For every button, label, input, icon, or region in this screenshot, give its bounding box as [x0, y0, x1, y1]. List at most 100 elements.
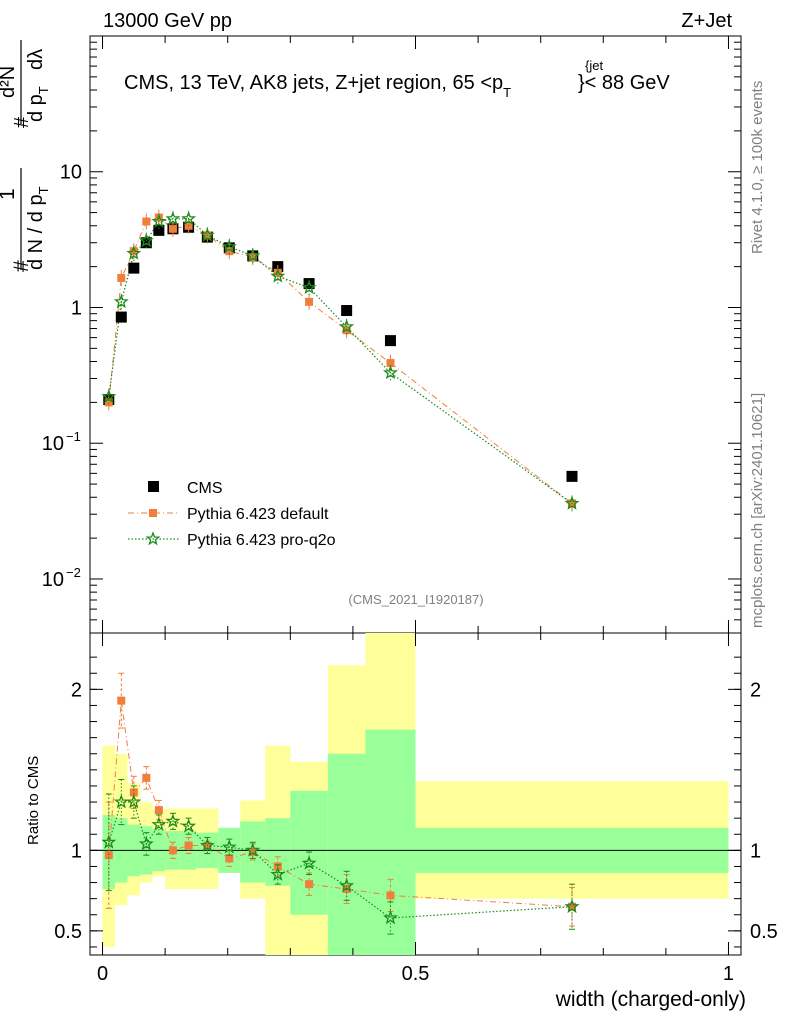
ratio-default-point — [225, 854, 234, 863]
y-tick-label: 10 — [42, 569, 64, 591]
default-point — [305, 297, 314, 306]
cms-point — [341, 305, 353, 317]
proq2o-point — [126, 245, 142, 260]
svg-text:#: # — [11, 116, 33, 128]
legend-cms-marker — [148, 481, 159, 492]
ratio-default-point — [154, 806, 163, 815]
ratio-uncertainty-bands — [102, 633, 729, 955]
legend-default-marker — [149, 509, 157, 517]
chart-title-superscript: {jet — [585, 58, 603, 73]
proq2o-point — [221, 238, 237, 254]
ratio-default-point — [142, 773, 151, 782]
ratio-y-tick-label-right: 1 — [750, 840, 761, 862]
ratio-proq2o-point — [383, 910, 398, 925]
x-axis-label: width (charged-only) — [555, 988, 746, 1011]
ratio-default-point — [104, 851, 113, 860]
ratio-proq2o-point — [339, 877, 355, 893]
ratio-default-point — [184, 841, 193, 850]
ratio-proq2o-point — [221, 839, 237, 854]
ratio-y-axis-label: Ratio to CMS — [25, 756, 42, 845]
ratio-y-tick-label-right: 2 — [750, 679, 761, 701]
ratio-proq2o-point — [270, 866, 286, 881]
proq2o-point — [165, 210, 181, 226]
cms-point — [566, 470, 578, 482]
y-tick-label: 10 — [42, 433, 64, 455]
default-point — [386, 359, 395, 368]
proq2o-point — [138, 232, 154, 248]
proq2o-point — [383, 365, 398, 380]
ratio-y-tick-label: 1 — [71, 840, 82, 862]
proq2o-point — [564, 495, 580, 510]
svg-text:d²N: d²N — [0, 66, 19, 98]
legend-cms-label: CMS — [187, 480, 223, 497]
y-tick-label: 10 — [60, 162, 82, 184]
header-process: Z+Jet — [681, 10, 732, 32]
svg-text:1: 1 — [0, 188, 19, 200]
analysis-tag: (CMS_2021_I1920187) — [348, 592, 483, 607]
proq2o-point — [339, 319, 355, 334]
y-tick-label: 1 — [71, 297, 82, 319]
cms-point — [153, 224, 165, 236]
chart-title: CMS, 13 TeV, AK8 jets, Z+jet region, 65 … — [124, 72, 511, 100]
y-tick-exponent: −1 — [66, 429, 81, 444]
default-point — [225, 247, 234, 256]
legend-default-label: Pythia 6.423 default — [187, 506, 329, 523]
legend-proq2o-marker — [145, 531, 161, 546]
ratio-default-point — [567, 902, 576, 911]
default-point — [129, 247, 138, 256]
svg-text:d pT: d pT — [25, 86, 51, 122]
legend-proq2o-label: Pythia 6.423 pro-q2o — [187, 532, 336, 549]
default-point — [142, 217, 151, 226]
default-point — [117, 273, 126, 282]
ratio-proq2o-point — [564, 898, 580, 914]
ratio-default-point — [386, 891, 395, 900]
proq2o-point — [101, 388, 117, 404]
proq2o-point — [301, 279, 317, 294]
ratio-default-point — [117, 696, 126, 705]
proq2o-point — [181, 210, 197, 226]
ratio-proq2o-point — [151, 816, 167, 831]
default-point — [104, 398, 113, 407]
ratio-proq2o-point — [138, 835, 154, 851]
ratio-proq2o-point — [113, 794, 129, 809]
proq2o-point — [245, 248, 261, 263]
default-line — [108, 216, 573, 504]
y-axis-label: # 1 d N / d pT # d²N d pT dλ — [0, 40, 51, 272]
ratio-proq2o-point — [199, 837, 215, 852]
main-series — [101, 209, 580, 512]
x-tick-label: 0.5 — [402, 963, 430, 985]
ratio-default-point — [168, 846, 177, 855]
ratio-default-point — [248, 847, 257, 856]
proq2o-point — [199, 227, 215, 242]
cms-point — [384, 335, 396, 347]
legend-star-shape — [145, 531, 161, 546]
ratio-proq2o-point — [181, 818, 197, 833]
default-point — [248, 253, 257, 262]
ratio-proq2o-point — [301, 855, 317, 870]
svg-text:dλ: dλ — [25, 49, 47, 70]
x-tick-label: 0 — [97, 963, 108, 985]
cms-point — [115, 311, 127, 323]
ratio-default-point — [305, 880, 314, 889]
default-point — [168, 224, 177, 233]
ratio-y-tick-label: 2 — [71, 679, 82, 701]
proq2o-point — [151, 213, 167, 228]
rivet-version-label: Rivet 4.1.0, ≥ 100k events — [749, 81, 766, 254]
ratio-default-point — [129, 788, 138, 797]
ratio-band-inner — [327, 753, 366, 955]
ratio-proq2o-point — [165, 813, 181, 828]
ratio-y-tick-label-right: 0.5 — [750, 921, 778, 943]
proq2o-point — [113, 294, 129, 309]
cms-point — [128, 262, 140, 274]
ratio-proq2o-point — [126, 794, 142, 809]
ratio-band-inner — [365, 729, 416, 955]
ratio-proq2o-point — [245, 842, 261, 857]
mcplots-source-label: mcplots.cern.ch [arXiv:2401.10621] — [749, 393, 766, 628]
ratio-y-tick-label: 0.5 — [54, 921, 82, 943]
y-tick-exponent: −2 — [66, 565, 81, 580]
proq2o-point — [270, 268, 286, 283]
ratio-series — [101, 672, 580, 935]
proq2o-line — [108, 218, 573, 504]
